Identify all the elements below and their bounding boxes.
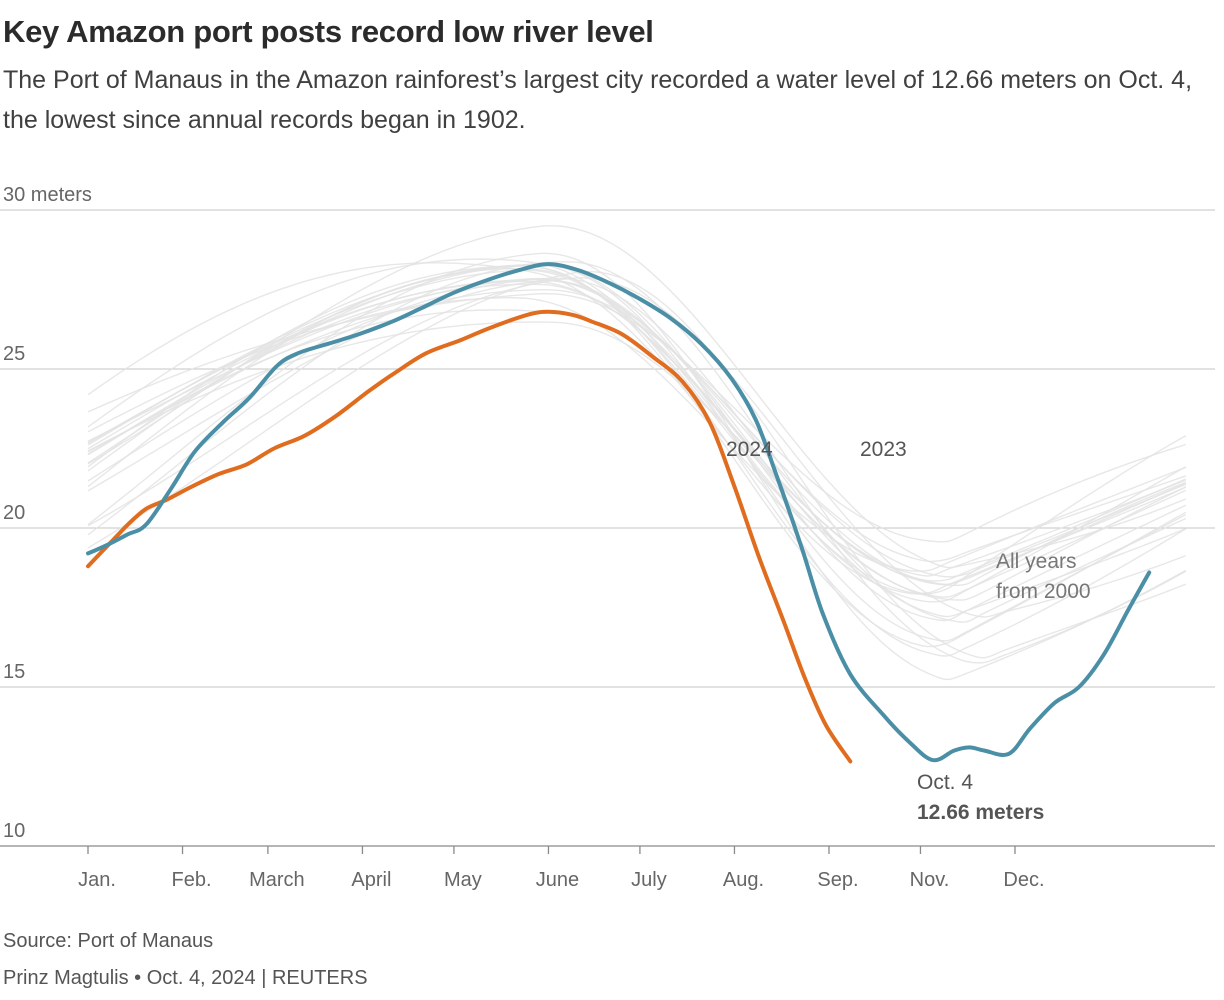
background-year-line xyxy=(87,283,1187,598)
chart-subtitle: The Port of Manaus in the Amazon rainfor… xyxy=(3,66,1193,134)
x-tick-label: Aug. xyxy=(723,869,764,891)
background-year-line xyxy=(87,292,1187,543)
background-year-line xyxy=(87,269,1187,577)
series-lines xyxy=(86,262,1152,764)
background-label-line2: from 2000 xyxy=(996,580,1091,603)
background-year-line xyxy=(87,321,1187,587)
background-year-line xyxy=(87,263,1187,642)
background-year-line xyxy=(87,261,1187,664)
background-year-line xyxy=(87,279,1187,618)
y-tick-label: 25 xyxy=(3,343,25,365)
series-label-2024: 2024 xyxy=(726,438,773,461)
background-label-line1: All years xyxy=(996,550,1077,573)
x-tick-label: July xyxy=(631,869,667,891)
y-tick-label: 15 xyxy=(3,661,25,683)
background-year-line xyxy=(87,277,1187,563)
x-tick-label: Nov. xyxy=(910,869,950,891)
series-label-2023: 2023 xyxy=(860,438,907,461)
x-tick-label: Sep. xyxy=(817,869,858,891)
x-tick-label: June xyxy=(536,869,579,891)
series-line-2024 xyxy=(86,309,853,764)
gridlines xyxy=(0,209,1215,688)
y-tick-label: 10 xyxy=(3,820,25,842)
background-year-line xyxy=(87,262,1187,595)
series-line-2023 xyxy=(86,262,1152,763)
x-tick-label: Dec. xyxy=(1003,869,1044,891)
chart-title: Key Amazon port posts record low river l… xyxy=(3,14,654,49)
point-date-label: Oct. 4 xyxy=(917,771,973,794)
background-year-line xyxy=(87,252,1187,681)
line-chart: 30 meters 25 20 15 10 Jan. Feb. March April May Ju… xyxy=(0,184,1215,891)
source-note: Source: Port of Manaus xyxy=(3,930,214,952)
byline: Prinz Magtulis • Oct. 4, 2024 | REUTERS xyxy=(3,967,368,989)
chart-labels: 30 meters 25 20 15 10 Jan. Feb. March April May Ju… xyxy=(3,184,1091,891)
x-tick-label: March xyxy=(249,869,305,891)
x-tick-label: May xyxy=(444,869,482,891)
x-axis xyxy=(0,845,1215,854)
point-value-label: 12.66 meters xyxy=(917,801,1044,824)
x-tick-label: Jan. xyxy=(78,869,116,891)
background-years-lines xyxy=(87,225,1187,681)
background-year-line xyxy=(87,296,1187,572)
x-tick-label: Feb. xyxy=(172,869,212,891)
y-tick-label: 30 meters xyxy=(3,184,92,206)
background-year-line xyxy=(87,263,1187,622)
background-year-line xyxy=(87,270,1187,659)
background-year-line xyxy=(87,288,1187,578)
y-tick-label: 20 xyxy=(3,502,25,524)
x-tick-label: April xyxy=(351,869,391,891)
background-year-line xyxy=(87,277,1187,623)
